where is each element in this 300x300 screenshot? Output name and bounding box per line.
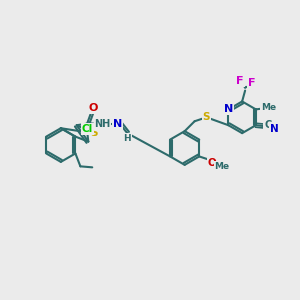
- Text: N: N: [270, 124, 279, 134]
- Text: O: O: [89, 103, 98, 113]
- Text: N: N: [113, 119, 122, 129]
- Text: F: F: [248, 78, 256, 88]
- Text: Me: Me: [214, 162, 230, 171]
- Text: Cl: Cl: [82, 124, 93, 134]
- Text: Me: Me: [261, 103, 276, 112]
- Text: S: S: [203, 112, 210, 122]
- Text: C: C: [264, 120, 272, 130]
- Text: O: O: [208, 158, 217, 168]
- Text: NH: NH: [94, 119, 111, 129]
- Text: H: H: [123, 134, 131, 142]
- Text: N: N: [224, 104, 233, 114]
- Text: S: S: [91, 128, 98, 138]
- Text: F: F: [236, 76, 244, 85]
